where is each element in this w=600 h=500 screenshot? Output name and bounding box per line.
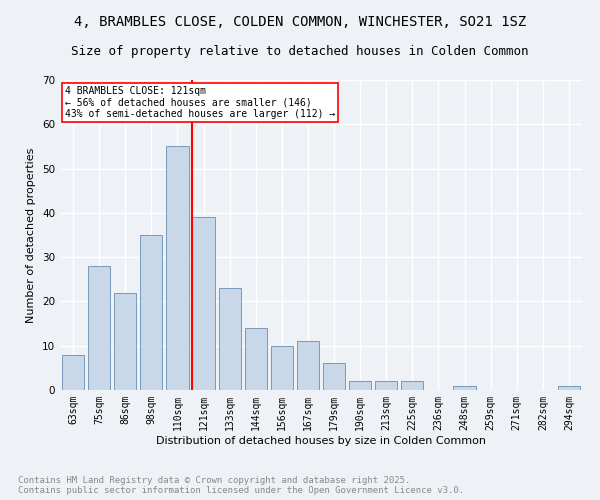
Bar xyxy=(375,381,397,390)
Bar xyxy=(297,342,319,390)
Bar xyxy=(166,146,188,390)
Bar xyxy=(349,381,371,390)
Bar xyxy=(558,386,580,390)
Bar xyxy=(62,354,84,390)
Bar xyxy=(88,266,110,390)
Bar xyxy=(140,235,163,390)
X-axis label: Distribution of detached houses by size in Colden Common: Distribution of detached houses by size … xyxy=(156,436,486,446)
Bar xyxy=(218,288,241,390)
Text: 4, BRAMBLES CLOSE, COLDEN COMMON, WINCHESTER, SO21 1SZ: 4, BRAMBLES CLOSE, COLDEN COMMON, WINCHE… xyxy=(74,15,526,29)
Bar xyxy=(245,328,267,390)
Text: Contains HM Land Registry data © Crown copyright and database right 2025.
Contai: Contains HM Land Registry data © Crown c… xyxy=(18,476,464,495)
Text: 4 BRAMBLES CLOSE: 121sqm
← 56% of detached houses are smaller (146)
43% of semi-: 4 BRAMBLES CLOSE: 121sqm ← 56% of detach… xyxy=(65,86,335,120)
Bar xyxy=(271,346,293,390)
Bar xyxy=(401,381,424,390)
Y-axis label: Number of detached properties: Number of detached properties xyxy=(26,148,37,322)
Text: Size of property relative to detached houses in Colden Common: Size of property relative to detached ho… xyxy=(71,45,529,58)
Bar xyxy=(114,292,136,390)
Bar xyxy=(323,364,345,390)
Bar xyxy=(454,386,476,390)
Bar xyxy=(193,218,215,390)
